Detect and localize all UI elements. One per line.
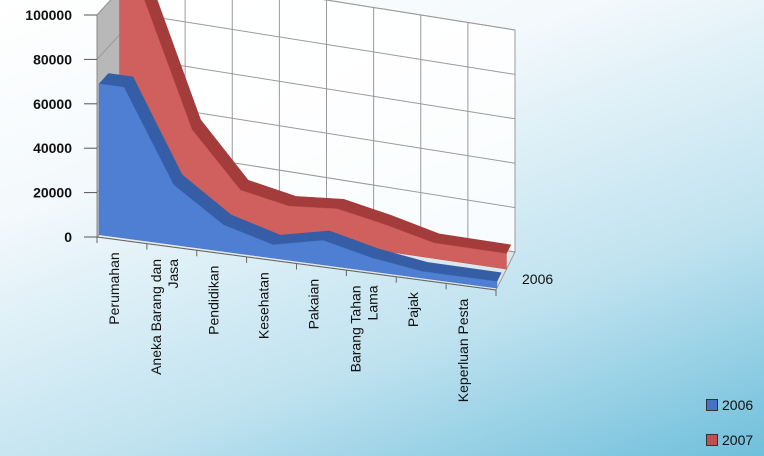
data-point-2006-0	[122, 86, 125, 89]
data-point-2006-6	[421, 270, 424, 273]
data-point-2006-2	[222, 223, 225, 226]
gridline-back	[323, 0, 516, 31]
category-label: Pendidikan	[206, 266, 222, 335]
data-point-2006-5	[371, 257, 374, 260]
category-label: Pajak	[405, 291, 421, 327]
y-tick-label: 100000	[25, 7, 72, 23]
y-tick-label: 40000	[33, 140, 72, 156]
data-point-2006-3	[272, 243, 275, 246]
category-label: Keperluan Pesta	[455, 298, 471, 402]
data-point-2007-6	[432, 241, 435, 244]
category-label: Aneka Barang dan	[148, 259, 164, 375]
legend-label-2006: 2006	[722, 397, 754, 413]
series-2006-area	[98, 83, 498, 289]
data-point-2007-1	[191, 128, 194, 131]
data-point-2006-7	[471, 277, 474, 280]
data-point-2007-2	[239, 189, 242, 192]
y-tick-label: 80000	[33, 51, 72, 67]
depth-axis-label: 2006	[522, 271, 553, 287]
legend-swatch-2006	[706, 399, 718, 411]
legend-label-2007: 2007	[722, 432, 754, 448]
category-label: Pakaian	[305, 279, 321, 330]
legend-item-2007: 2007	[706, 432, 753, 448]
y-tick-label: 60000	[33, 96, 72, 112]
data-point-2007-5	[384, 223, 387, 226]
data-point-2007-4	[336, 207, 339, 210]
category-label: Barang Tahan	[347, 285, 363, 372]
y-tick-label: 20000	[33, 185, 72, 201]
data-point-2007-3	[287, 205, 290, 208]
gridline-side	[96, 0, 112, 16]
legend-swatch-2007	[706, 434, 718, 446]
y-tick-label: 0	[64, 229, 72, 245]
data-point-2006-1	[172, 183, 175, 186]
category-label: Jasa	[165, 259, 181, 289]
legend-item-2006: 2006	[706, 397, 753, 413]
category-label: Kesehatan	[256, 272, 272, 339]
category-label: Lama	[364, 285, 380, 320]
data-point-2007-7	[481, 249, 484, 252]
data-point-2006-4	[321, 239, 324, 242]
category-label: Perumahan	[106, 252, 122, 324]
